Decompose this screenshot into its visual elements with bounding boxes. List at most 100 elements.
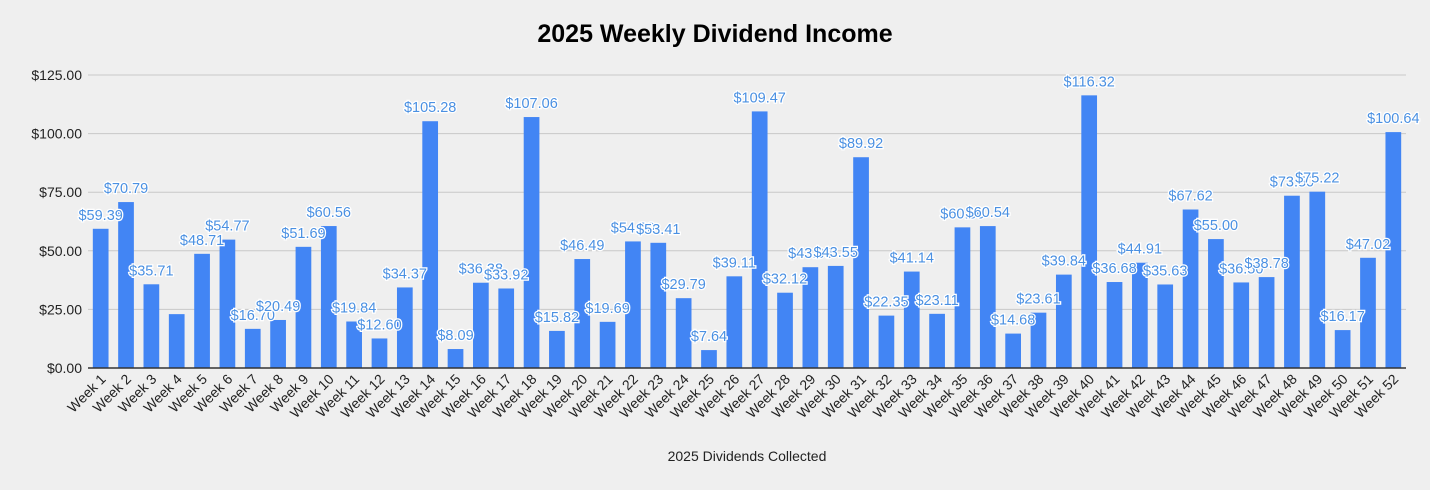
y-tick-label: $75.00 (39, 184, 82, 200)
data-label: $100.64 (1367, 111, 1419, 127)
data-label: $29.79 (661, 277, 705, 293)
bar (777, 292, 793, 368)
data-label: $14.68 (991, 313, 1035, 329)
bar (92, 228, 109, 368)
bar (903, 271, 920, 368)
bar (675, 298, 692, 368)
bar (1208, 239, 1224, 368)
data-label: $75.22 (1295, 171, 1339, 187)
data-label: $116.32 (1064, 74, 1115, 90)
data-label: $46.49 (560, 238, 604, 254)
bar (929, 313, 945, 368)
bar (422, 121, 439, 368)
data-label: $109.47 (733, 90, 785, 106)
bar (396, 287, 413, 368)
bar (118, 202, 134, 368)
y-tick-label: $125.00 (31, 67, 82, 83)
bar (1258, 277, 1275, 368)
data-label: $12.60 (357, 317, 401, 333)
bar (1081, 95, 1098, 368)
data-label: $15.82 (535, 310, 579, 326)
bar (1106, 282, 1123, 368)
data-label: $32.12 (763, 272, 807, 288)
bar (751, 111, 768, 369)
data-label: $59.39 (78, 208, 122, 224)
data-label: $53.41 (636, 222, 680, 238)
data-label: $16.17 (1320, 309, 1364, 325)
data-label: $36.50 (1219, 261, 1263, 277)
bar (143, 284, 160, 368)
chart-title: 2025 Weekly Dividend Income (537, 20, 893, 48)
data-label: $51.69 (281, 226, 325, 242)
bar (853, 157, 869, 368)
data-label: $16.70 (231, 308, 275, 324)
data-label: $54.00 (611, 220, 655, 236)
bar (599, 321, 616, 368)
bar (1360, 257, 1376, 368)
data-label: $55.00 (1194, 218, 1238, 234)
bar (979, 226, 996, 368)
data-label: $7.64 (691, 329, 727, 345)
bar (219, 239, 236, 368)
bar (1284, 195, 1300, 368)
data-label: $41.14 (890, 251, 934, 267)
data-label: $39.84 (1042, 254, 1086, 270)
bar (244, 328, 261, 368)
y-tick-label: $0.00 (47, 360, 82, 376)
bar (1030, 312, 1047, 368)
data-label: $36.38 (459, 262, 503, 278)
data-label: $23.61 (1016, 292, 1060, 308)
bar (1334, 330, 1351, 368)
bar (295, 246, 312, 368)
data-label: $47.02 (1346, 237, 1390, 253)
data-label: $39.11 (713, 255, 756, 271)
data-label: $43.00 (788, 246, 832, 262)
data-label: $48.71 (180, 233, 224, 249)
data-label: $43.55 (814, 245, 858, 261)
bar (1132, 262, 1148, 368)
y-tick-label: $100.00 (31, 126, 82, 142)
bar (574, 259, 591, 368)
data-label: $33.92 (484, 267, 528, 283)
data-label: $19.69 (585, 301, 629, 317)
data-label: $20.49 (256, 299, 300, 315)
bar (447, 349, 464, 368)
bar (473, 282, 489, 368)
bar (1233, 282, 1250, 368)
bar (726, 276, 743, 368)
bar (194, 253, 210, 368)
data-label: $60.00 (940, 206, 984, 222)
bar (802, 267, 819, 368)
bar (320, 226, 337, 368)
data-label: $73.50 (1270, 175, 1314, 191)
data-label: $89.92 (839, 136, 883, 152)
data-label: $60.56 (307, 205, 351, 221)
bar (1055, 274, 1072, 368)
data-label: $105.28 (404, 100, 456, 116)
bar (168, 314, 185, 368)
data-label: $35.71 (129, 263, 173, 279)
bar (523, 117, 540, 368)
data-label: $54.77 (205, 219, 249, 235)
bar (625, 241, 641, 368)
bar (701, 350, 717, 368)
y-tick-label: $25.00 (39, 301, 82, 317)
x-axis-title: 2025 Dividends Collected (667, 448, 827, 464)
bar (1005, 333, 1021, 368)
data-label: $44.91 (1118, 242, 1162, 258)
bar (827, 265, 844, 368)
data-label: $23.11 (915, 293, 958, 309)
data-label: $34.37 (383, 266, 427, 282)
data-label: $8.09 (437, 328, 473, 344)
data-label: $22.35 (864, 295, 908, 311)
data-label: $36.68 (1092, 261, 1136, 277)
bar (1182, 209, 1199, 368)
bar (371, 338, 388, 368)
data-label: $60.54 (966, 205, 1010, 221)
bar (1385, 132, 1402, 368)
data-label: $19.84 (332, 300, 376, 316)
bar (1309, 191, 1326, 368)
data-label: $67.62 (1168, 188, 1212, 204)
